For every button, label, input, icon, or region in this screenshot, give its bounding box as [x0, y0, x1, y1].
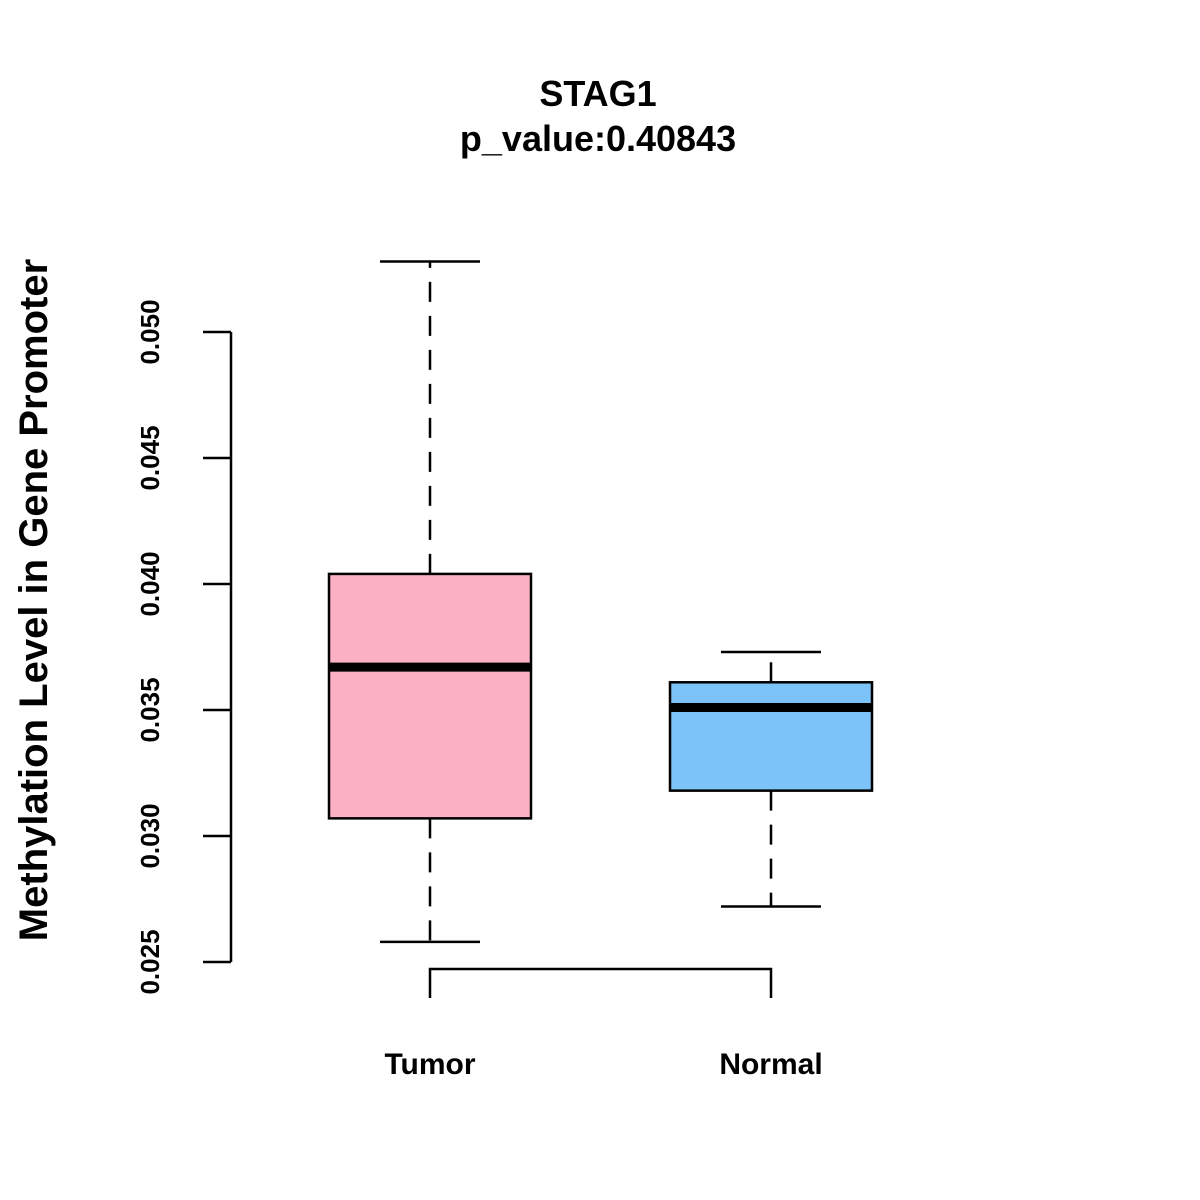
chart-title: STAG1: [539, 73, 656, 114]
y-tick-label: 0.045: [135, 425, 165, 490]
y-tick-label: 0.035: [135, 677, 165, 742]
box-normal: [668, 650, 874, 908]
iqr-box: [668, 681, 874, 792]
iqr-box: [327, 572, 533, 820]
x-axis-labels: Tumor Normal: [384, 1048, 822, 1081]
y-axis: 0.025 0.030 0.035 0.040 0.045 0.050: [135, 299, 233, 995]
x-label-normal: Normal: [719, 1048, 822, 1081]
x-label-tumor: Tumor: [384, 1048, 475, 1081]
boxes: [327, 260, 874, 944]
chart-subtitle: p_value:0.40843: [460, 118, 736, 159]
y-axis-label: Methylation Level in Gene Promoter: [12, 259, 56, 941]
box-tumor: [327, 260, 533, 944]
y-tick-label: 0.030: [135, 803, 165, 868]
y-tick-label: 0.050: [135, 299, 165, 364]
y-tick-label: 0.040: [135, 551, 165, 616]
y-tick-label: 0.025: [135, 929, 165, 994]
bracket-line: [428, 967, 773, 998]
comparison-bracket: [428, 967, 773, 998]
